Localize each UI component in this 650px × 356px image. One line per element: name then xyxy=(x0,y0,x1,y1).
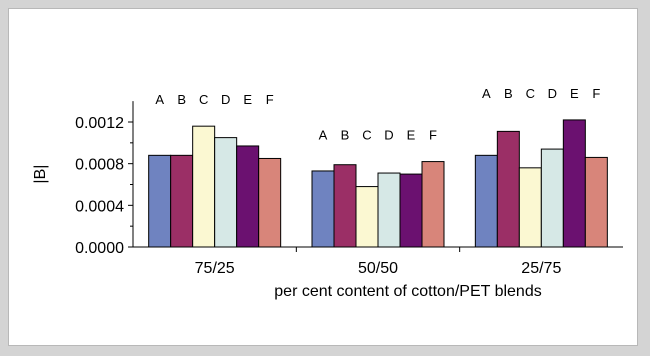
bar-c-50-50 xyxy=(355,186,379,248)
x-category-label: 25/75 xyxy=(521,260,561,277)
bar-f-25-75 xyxy=(584,156,608,248)
series-label-e: E xyxy=(570,86,579,101)
y-tick-label: 0.0004 xyxy=(75,198,124,215)
series-label-d: D xyxy=(384,128,393,143)
series-label-c: C xyxy=(199,92,208,107)
bar-a-75-25 xyxy=(148,154,172,248)
series-label-b: B xyxy=(177,92,186,107)
series-label-e: E xyxy=(243,92,252,107)
series-letter-labels: A B C D E FA B C D E FA B C D E F xyxy=(155,86,600,143)
series-label-c: C xyxy=(526,86,535,101)
bar-d-50-50 xyxy=(377,172,401,248)
series-label-d: D xyxy=(221,92,230,107)
y-tick-label: 0.0012 xyxy=(75,115,124,132)
series-label-a: A xyxy=(319,128,328,143)
bar-d-25-75 xyxy=(540,148,564,248)
series-label-e: E xyxy=(407,128,416,143)
bar-e-25-75 xyxy=(562,119,586,248)
bar-a-50-50 xyxy=(311,170,335,248)
y-tick-label: 0.0008 xyxy=(75,157,124,174)
y-axis-title: |B| xyxy=(32,165,49,184)
bar-e-50-50 xyxy=(399,173,423,248)
series-label-a: A xyxy=(155,92,164,107)
x-category-label: 75/25 xyxy=(195,260,235,277)
y-tick-label: 0.0000 xyxy=(75,240,124,257)
bar-chart: 0.0000 0.0004 0.0008 0.0012 75/25 50/50 25/75… xyxy=(32,86,623,300)
x-category-label: 50/50 xyxy=(358,260,398,277)
series-label-b: B xyxy=(504,86,513,101)
bar-a-25-75 xyxy=(474,154,498,248)
chart-frame: 0.0000 0.0004 0.0008 0.0012 75/25 50/50 25/75… xyxy=(8,8,638,346)
bar-b-50-50 xyxy=(333,164,357,248)
series-label-f: F xyxy=(429,128,437,143)
bar-d-75-25 xyxy=(214,137,238,248)
x-axis-title: per cent content of cotton/PET blends xyxy=(274,283,541,300)
series-label-b: B xyxy=(341,128,350,143)
bar-f-75-25 xyxy=(258,157,282,248)
x-category-labels: 75/25 50/50 25/75 xyxy=(195,247,561,277)
series-label-f: F xyxy=(592,86,600,101)
series-label-f: F xyxy=(266,92,274,107)
bar-b-75-25 xyxy=(170,154,194,248)
bar-b-25-75 xyxy=(496,130,520,248)
bar-e-75-25 xyxy=(236,145,260,248)
axes-layer xyxy=(132,101,623,248)
series-label-d: D xyxy=(548,86,557,101)
y-ticks: 0.0000 0.0004 0.0008 0.0012 xyxy=(75,115,133,257)
bar-c-75-25 xyxy=(192,125,216,248)
bars-layer xyxy=(148,119,608,248)
series-label-c: C xyxy=(362,128,371,143)
bar-f-50-50 xyxy=(421,161,445,248)
bar-c-25-75 xyxy=(518,167,542,248)
series-label-a: A xyxy=(482,86,491,101)
